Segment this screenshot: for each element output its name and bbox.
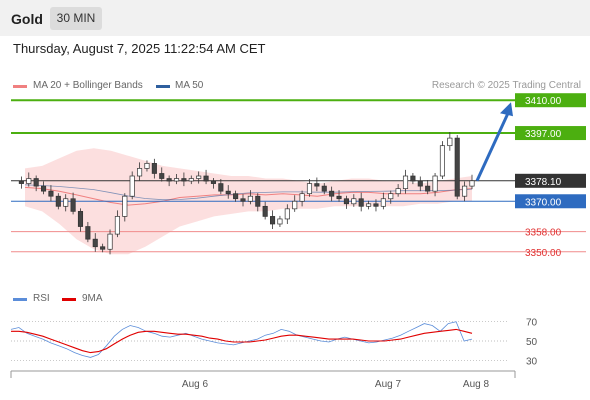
x-tick-label: Aug 6 <box>182 379 209 390</box>
forecast-arrow-line <box>475 112 510 182</box>
rsi-ma-legend-swatch <box>62 298 76 301</box>
x-tick-label: Aug 7 <box>375 379 402 390</box>
candle-body <box>173 178 180 182</box>
price-tag-pivot-3 <box>515 194 586 209</box>
rsi-ma-legend-label: 9MA <box>82 293 103 304</box>
instrument-title: Gold <box>11 11 43 27</box>
candle-body <box>336 195 342 200</box>
candle-body <box>262 205 268 217</box>
candle-body <box>26 178 32 184</box>
candle-body <box>188 178 194 182</box>
ma50-legend-swatch <box>156 85 170 88</box>
candle-body <box>454 137 460 197</box>
price-tag-resistance-1 <box>515 126 586 141</box>
candle-body <box>233 193 239 200</box>
candle-body <box>240 198 246 202</box>
candle-body <box>425 185 431 192</box>
rsi-tick-label: 70 <box>526 318 538 329</box>
rsi-line <box>10 321 473 358</box>
rsi-tick-label: 50 <box>526 337 538 348</box>
rsi-tick-label: 30 <box>526 356 538 367</box>
candle-body <box>373 203 379 207</box>
candle-body <box>100 246 106 250</box>
candle-body <box>196 175 202 179</box>
candle-body <box>40 185 47 192</box>
candle-body <box>225 190 231 195</box>
candle-body <box>351 198 357 205</box>
timeframe-button[interactable]: 30 MIN <box>50 7 102 30</box>
candle-body <box>107 233 113 250</box>
rsi-legend-label: RSI <box>33 293 50 304</box>
forecast-arrow-head <box>500 102 513 117</box>
candle-body <box>292 200 298 210</box>
candle-body <box>329 190 335 197</box>
candle-body <box>181 178 187 182</box>
timestamp: Thursday, August 7, 2025 11:22:54 AM CET <box>13 41 266 56</box>
candle-body <box>63 198 69 207</box>
candle-body <box>48 190 54 197</box>
candle-body <box>247 195 253 202</box>
candle-body <box>343 198 349 205</box>
candle-body <box>321 185 327 192</box>
price-label-support-5: 3350.00 <box>525 248 562 259</box>
ma20-legend-label: MA 20 + Bollinger Bands <box>33 80 143 91</box>
price-label-support-4: 3358.00 <box>525 228 562 239</box>
candle-body <box>92 238 98 248</box>
candle-body <box>166 178 172 182</box>
candle-body <box>439 145 446 177</box>
price-tag-resistance-0 <box>515 93 586 108</box>
price-label-current-2: 3378.10 <box>525 177 562 188</box>
candle-body <box>306 183 313 195</box>
ma20-legend-swatch <box>13 85 27 88</box>
candle-body <box>129 175 135 197</box>
candle-body <box>255 195 261 207</box>
candle-body <box>447 137 453 147</box>
research-credit: Research © 2025 Trading Central <box>431 80 581 91</box>
candle-body <box>203 175 209 182</box>
candle-body <box>417 180 423 187</box>
candle-body <box>114 216 120 235</box>
x-tick-label: Aug 8 <box>463 379 490 390</box>
candle-body <box>218 183 224 192</box>
candle-body <box>402 175 409 189</box>
candle-body <box>410 175 416 182</box>
candle-body <box>85 226 91 240</box>
candle-body <box>77 211 84 227</box>
candle-body <box>314 183 320 187</box>
candle-body <box>469 180 475 187</box>
candle-body <box>122 195 128 217</box>
candle-body <box>159 173 165 179</box>
candle-body <box>299 193 305 202</box>
rsi-legend-swatch <box>13 298 27 301</box>
candle-body <box>18 180 24 184</box>
candle-body <box>358 198 364 207</box>
candle-body <box>33 178 39 187</box>
candle-body <box>462 185 468 197</box>
candle-body <box>210 180 217 184</box>
candle-body <box>277 218 283 225</box>
price-tag-current-2 <box>515 173 586 188</box>
candle-body <box>70 198 76 212</box>
candle-body <box>269 216 276 225</box>
candle-body <box>144 163 150 169</box>
price-label-pivot-3: 3370.00 <box>525 197 562 208</box>
candle-body <box>388 193 394 200</box>
price-label-resistance-0: 3410.00 <box>525 96 562 107</box>
price-label-resistance-1: 3397.00 <box>525 129 562 140</box>
candle-body <box>55 195 61 207</box>
candle-body <box>284 208 290 220</box>
candle-body <box>395 188 401 195</box>
candle-body <box>366 203 372 207</box>
candle-body <box>137 168 143 177</box>
ma50-legend-label: MA 50 <box>175 80 204 91</box>
candle-body <box>432 175 438 192</box>
candle-body <box>151 163 157 174</box>
candle-body <box>380 198 386 207</box>
rsi-ma-line <box>11 328 473 354</box>
